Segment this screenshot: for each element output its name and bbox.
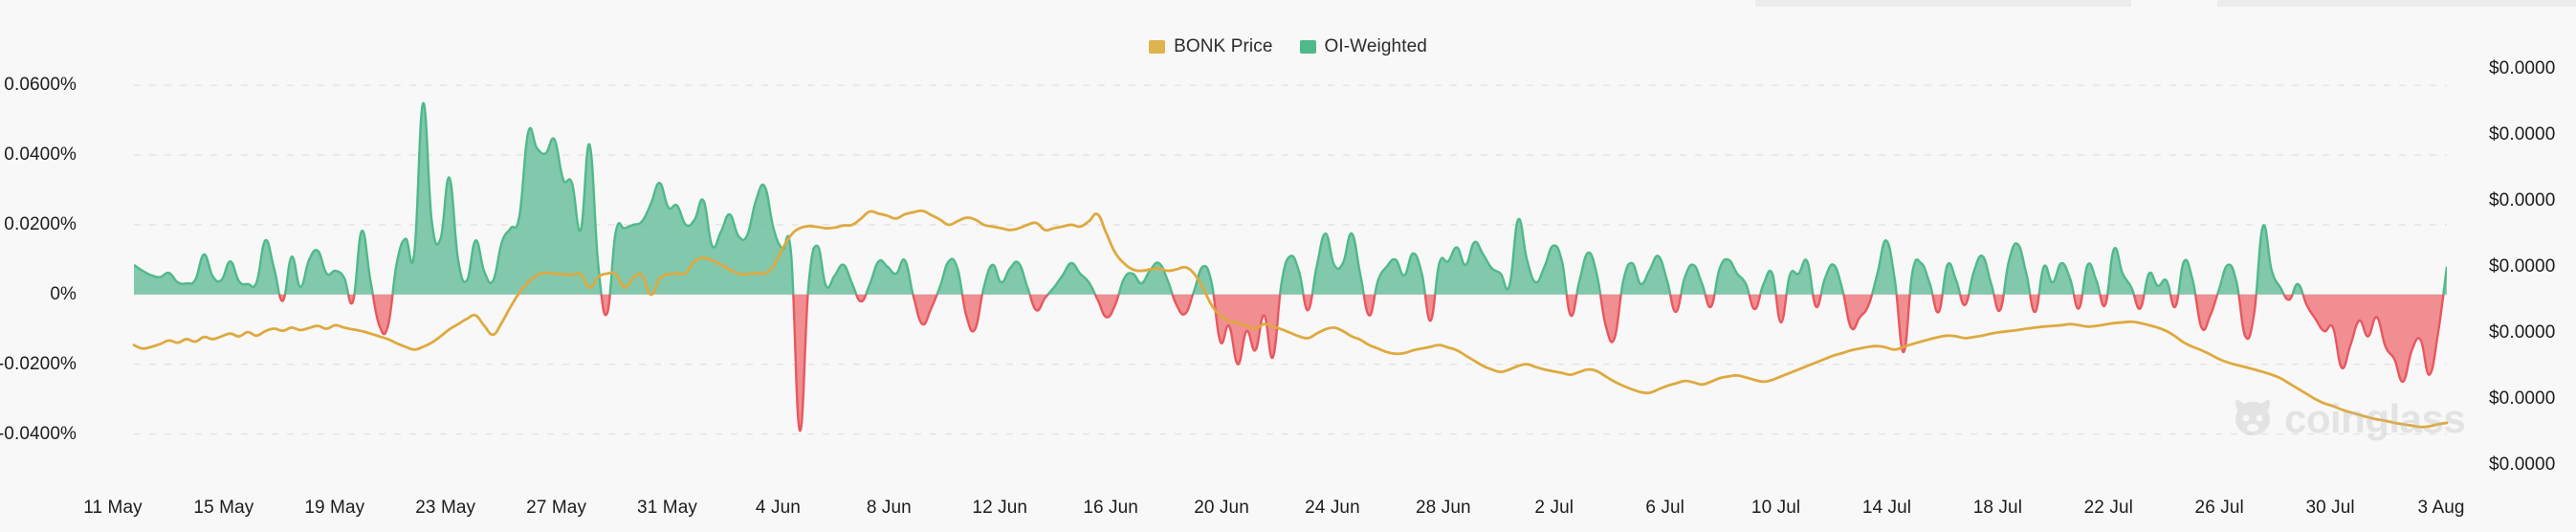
x-axis-tick: 23 May bbox=[415, 498, 476, 518]
legend-label-oi-weighted: OI-Weighted bbox=[1324, 36, 1427, 56]
x-axis-tick: 22 Jul bbox=[2083, 498, 2133, 518]
legend-swatch-icon bbox=[1149, 40, 1166, 54]
y-axis-right-tick: $0.0000 bbox=[2489, 322, 2556, 343]
y-axis-left-tick: 0.0200% bbox=[4, 213, 77, 234]
legend-item-bonk-price[interactable]: BONK Price bbox=[1149, 36, 1272, 57]
x-axis-tick: 27 May bbox=[526, 498, 587, 518]
y-axis-right-tick: $0.0000 bbox=[2489, 124, 2556, 144]
x-axis-tick: 31 May bbox=[637, 498, 697, 518]
top-ui-strip-gap bbox=[2131, 0, 2217, 8]
x-axis-tick: 4 Jun bbox=[755, 498, 801, 518]
y-axis-left-tick: 0.0400% bbox=[4, 144, 77, 166]
oi-weighted-area-series bbox=[134, 101, 2447, 432]
x-axis-tick: 19 May bbox=[304, 498, 365, 518]
legend-label-bonk-price: BONK Price bbox=[1174, 36, 1273, 56]
x-axis-tick: 6 Jul bbox=[1645, 498, 1684, 518]
y-axis-right-tick: $0.0000 bbox=[2489, 454, 2556, 475]
x-axis-tick: 16 Jun bbox=[1083, 498, 1138, 518]
y-axis-right-tick: $0.0000 bbox=[2489, 190, 2556, 211]
x-axis-tick: 12 Jun bbox=[972, 498, 1028, 518]
legend-swatch-icon bbox=[1299, 40, 1316, 54]
y-axis-right-tick: $0.0000 bbox=[2489, 256, 2556, 277]
x-axis-tick: 2 Jul bbox=[1534, 498, 1574, 518]
x-axis-tick: 18 Jul bbox=[1972, 498, 2023, 518]
x-axis-tick: 3 Aug bbox=[2417, 498, 2465, 518]
legend-item-oi-weighted[interactable]: OI-Weighted bbox=[1299, 36, 1427, 57]
x-axis-tick: 24 Jun bbox=[1305, 498, 1360, 518]
x-axis-tick: 8 Jun bbox=[866, 498, 912, 518]
x-axis-tick: 15 May bbox=[193, 498, 254, 518]
y-axis-right-tick: $0.0000 bbox=[2489, 388, 2556, 409]
y-axis-left-tick: 0.0600% bbox=[4, 75, 77, 96]
x-axis-tick: 14 Jul bbox=[1861, 498, 1912, 518]
x-axis-tick: 20 Jun bbox=[1194, 498, 1249, 518]
chart-legend: BONK Price OI-Weighted bbox=[0, 36, 2576, 57]
y-axis-left-tick: 0% bbox=[50, 283, 77, 304]
x-axis-tick: 10 Jul bbox=[1750, 498, 1801, 518]
x-axis-tick: 28 Jun bbox=[1416, 498, 1471, 518]
x-axis-tick: 11 May bbox=[83, 498, 143, 518]
y-axis-left-tick: -0.0400% bbox=[0, 423, 77, 444]
y-axis-left-tick: -0.0200% bbox=[0, 353, 77, 374]
x-axis-tick: 26 Jul bbox=[2194, 498, 2244, 518]
bonk-price-line-series bbox=[132, 209, 2449, 429]
x-axis-tick: 30 Jul bbox=[2305, 498, 2355, 518]
y-axis-right-tick: $0.0000 bbox=[2489, 58, 2556, 78]
